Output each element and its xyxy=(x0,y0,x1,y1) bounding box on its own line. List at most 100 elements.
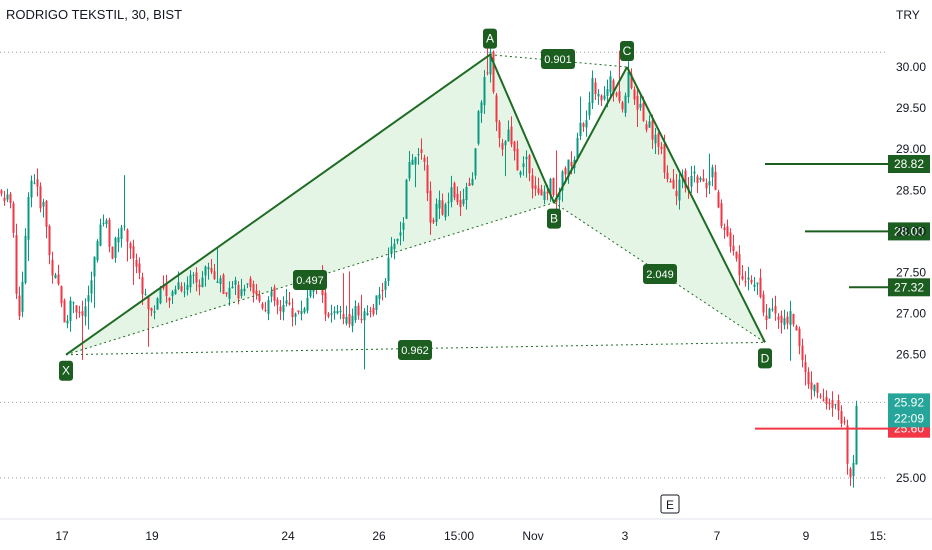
candle xyxy=(270,286,273,303)
candle-body xyxy=(534,185,537,190)
candle xyxy=(825,390,828,410)
pattern-point-d: D xyxy=(758,348,772,369)
candle xyxy=(33,174,36,185)
pattern-leg-xa[interactable] xyxy=(65,53,491,356)
candle xyxy=(801,338,804,368)
candle-body xyxy=(246,283,249,285)
candle-body xyxy=(396,238,399,242)
candle-body xyxy=(744,281,747,283)
pattern-ratio-xd[interactable] xyxy=(65,341,766,356)
candle-body xyxy=(336,311,339,314)
candle xyxy=(54,272,57,279)
candle xyxy=(30,175,33,208)
candle-body xyxy=(381,290,384,292)
candle xyxy=(690,166,693,193)
candle-body xyxy=(192,274,195,276)
candle xyxy=(360,294,363,324)
candle-body xyxy=(93,256,96,277)
candle xyxy=(405,178,408,219)
candle xyxy=(480,100,483,123)
candle-body xyxy=(237,285,240,299)
candle-body xyxy=(741,275,744,280)
candle xyxy=(756,282,759,295)
candle xyxy=(603,86,606,101)
candle xyxy=(3,190,6,206)
candle-body xyxy=(690,176,693,187)
price-tick-label: 26.50 xyxy=(896,348,926,362)
candle xyxy=(804,354,807,386)
pattern-point-c: C xyxy=(620,41,634,61)
candle-body xyxy=(180,285,183,292)
candle-body xyxy=(258,294,261,302)
candle-body xyxy=(654,134,657,144)
time-axis[interactable]: 17 19 24 26 15:00 Nov 3 7 9 15: E xyxy=(0,494,932,543)
candle xyxy=(774,295,777,321)
candle-body xyxy=(459,199,462,208)
candle xyxy=(42,198,45,218)
candle xyxy=(420,138,423,160)
candle xyxy=(252,280,255,303)
candle xyxy=(0,189,3,197)
candle xyxy=(852,454,855,488)
pattern-leg-cd[interactable] xyxy=(626,66,766,343)
candle xyxy=(267,296,270,321)
pattern-leg-ab[interactable] xyxy=(489,54,555,204)
ratio-text: 0.497 xyxy=(296,275,324,287)
candle-body xyxy=(42,201,45,207)
candle-body xyxy=(825,396,828,405)
candle xyxy=(39,182,42,213)
candle-body xyxy=(510,126,513,145)
candle xyxy=(717,189,720,209)
candle xyxy=(195,267,198,292)
candle-body xyxy=(366,313,369,316)
candle-body xyxy=(615,93,618,96)
price-axis[interactable]: 28.8228.0027.3230.0029.5029.0028.5028.00… xyxy=(888,60,930,485)
candle xyxy=(9,191,12,209)
candle xyxy=(666,165,669,183)
currency-label[interactable]: TRY xyxy=(896,8,920,22)
candle xyxy=(18,286,21,321)
candle xyxy=(711,164,714,187)
time-tick-label: 15:00 xyxy=(444,529,474,543)
candle xyxy=(444,202,447,221)
candle-body xyxy=(582,123,585,127)
candle-body xyxy=(84,306,87,317)
pattern-leg-bc[interactable] xyxy=(553,66,628,204)
candle xyxy=(699,176,702,183)
candle-body xyxy=(813,384,816,392)
candle-body xyxy=(111,246,114,259)
pattern-point-a: A xyxy=(483,28,497,49)
candle xyxy=(6,188,9,203)
candle-body xyxy=(75,305,78,313)
event-marker-box[interactable] xyxy=(660,494,680,514)
candle-body xyxy=(309,287,312,297)
candle xyxy=(324,288,327,322)
candle-body xyxy=(618,91,621,102)
candle xyxy=(843,416,846,425)
candle xyxy=(339,306,342,320)
pattern-point-label: A xyxy=(486,32,494,46)
time-tick-label: 3 xyxy=(622,529,629,543)
pattern-point-badge xyxy=(620,41,634,61)
candle-body xyxy=(528,155,531,174)
ratio-badge xyxy=(643,264,677,284)
candle-body xyxy=(810,382,813,390)
candle xyxy=(294,312,297,326)
candle xyxy=(336,304,339,315)
candle xyxy=(531,168,534,199)
candle xyxy=(450,175,453,208)
candle xyxy=(57,264,60,286)
candle xyxy=(534,176,537,196)
event-marker[interactable]: E xyxy=(660,494,680,514)
candle-body xyxy=(429,190,432,223)
candle xyxy=(333,306,336,320)
candle xyxy=(600,94,603,106)
candle-body xyxy=(126,229,129,242)
candle-body xyxy=(201,277,204,288)
candle-body xyxy=(585,120,588,128)
candle-body xyxy=(171,291,174,297)
candle xyxy=(735,251,738,262)
candle-body xyxy=(408,162,411,179)
target-lines[interactable] xyxy=(755,162,888,430)
